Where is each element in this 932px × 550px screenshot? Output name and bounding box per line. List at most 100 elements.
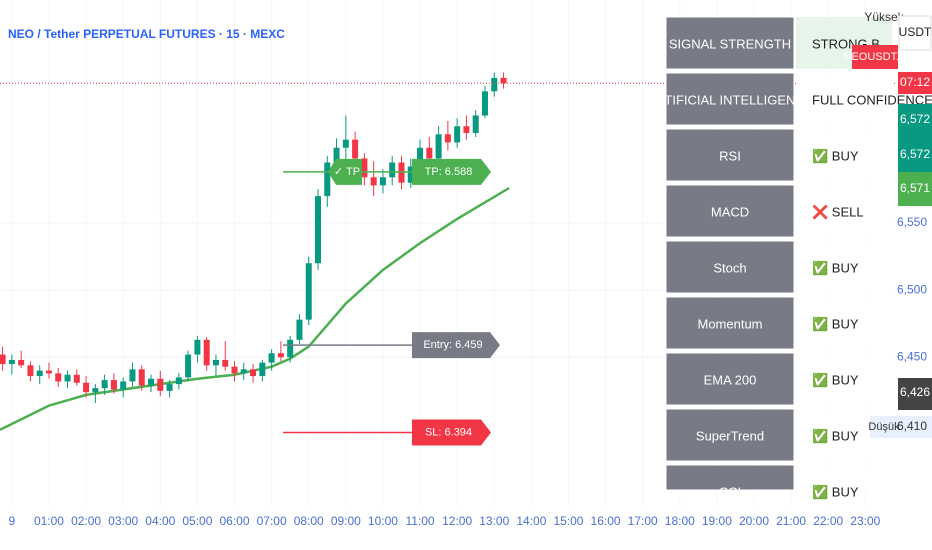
panel-label-cell [665, 240, 795, 294]
x-tick-label: 07:00 [257, 514, 287, 528]
chart-title: NEO / Tether PERPETUAL FUTURES · 15 · ME… [8, 27, 285, 41]
panel-status-cell [796, 465, 892, 490]
panel-label: SuperTrend [696, 428, 764, 443]
candle-body [120, 381, 127, 390]
candle-body [101, 380, 108, 389]
candle-body [64, 374, 71, 382]
level-label: SL: 6.394 [425, 426, 472, 438]
panel-label: Momentum [697, 316, 762, 331]
x-tick-label: 06:00 [219, 514, 249, 528]
tp-badge [328, 158, 362, 185]
x-tick-label: 05:00 [182, 514, 212, 528]
candle-body [389, 162, 396, 178]
panel-label-cell [665, 296, 795, 350]
candle-body [287, 339, 294, 358]
candle-body [231, 366, 238, 374]
candle-body [259, 362, 266, 377]
candle-body [73, 374, 80, 383]
x-tick-label: 20:00 [739, 514, 769, 528]
x-tick-label: 10:00 [368, 514, 398, 528]
candle-body [379, 177, 386, 186]
candle-body [157, 378, 164, 391]
candle-body [277, 353, 284, 358]
low-value: 6,410 [897, 419, 927, 433]
candle-body [203, 339, 210, 366]
x-tick-label: 12:00 [442, 514, 472, 528]
x-tick-label: 22:00 [813, 514, 843, 528]
panel-label-cell [665, 16, 795, 70]
panel-label: MACD [711, 204, 749, 219]
candle-body [407, 166, 414, 183]
countdown: 07:12 [900, 75, 930, 89]
panel-label-cell [665, 128, 795, 182]
candle-body [194, 339, 201, 355]
candle-body [500, 77, 507, 84]
low-label: Düşük [868, 421, 900, 433]
price-badge [898, 172, 932, 206]
x-tick-label: 19:00 [702, 514, 732, 528]
panel-label-cell [665, 184, 795, 238]
panel-status-cell [796, 185, 892, 237]
x-tick-label: 18:00 [665, 514, 695, 528]
candle-body [370, 177, 377, 186]
x-tick-label: 01:00 [34, 514, 64, 528]
panel-label: RSI [719, 148, 741, 163]
candle-body [8, 359, 15, 364]
panel-status-cell [796, 241, 892, 293]
low-box [870, 416, 932, 438]
y-tick-label: 6,450 [897, 349, 927, 363]
x-tick-label: 16:00 [591, 514, 621, 528]
panel-label: SIGNAL STRENGTH [669, 36, 791, 51]
candle-body [491, 77, 498, 92]
panel-status: ✅ BUY [812, 316, 859, 331]
candle-body [27, 365, 34, 377]
candle-body [0, 354, 6, 364]
countdown-badge [898, 72, 932, 94]
price-badge-label: 6,572 [900, 112, 930, 126]
x-tick-label: 15:00 [553, 514, 583, 528]
panel-label: EMA 200 [704, 372, 757, 387]
panel-label-cell [665, 408, 795, 462]
candle-body [83, 382, 90, 393]
x-tick-label: 03:00 [108, 514, 138, 528]
level-label: Entry: 6.459 [423, 339, 482, 351]
tp-badge-label: ✓ TP [334, 166, 360, 178]
x-tick-label: 08:00 [294, 514, 324, 528]
level-label: TP: 6.588 [425, 166, 473, 178]
panel-status: ✅ BUY [812, 372, 859, 387]
candle-body [314, 196, 321, 264]
candle-body [240, 369, 247, 374]
candle-body [129, 369, 136, 382]
level-badge [412, 158, 491, 185]
candle-body [333, 147, 340, 163]
price-badge-label: 6,572 [900, 147, 930, 161]
x-tick-label: 9 [9, 514, 16, 528]
candle-body [426, 147, 433, 159]
panel-label: CCI [719, 484, 741, 499]
x-tick-label: 21:00 [776, 514, 806, 528]
candle-body [36, 370, 43, 377]
candle-body [444, 134, 451, 143]
candle-body [185, 354, 192, 378]
candle-body [268, 353, 275, 363]
currency: USDT [899, 25, 932, 39]
candle-body [212, 359, 219, 366]
candle-body [296, 319, 303, 340]
candle-body [352, 139, 359, 159]
panel-status-cell [796, 73, 892, 125]
panel-status: ✅ BUY [812, 428, 859, 443]
level-badge [412, 419, 491, 446]
price-badge [898, 138, 932, 172]
candle-body [18, 359, 25, 366]
candle-body [342, 139, 349, 148]
candle-body [110, 380, 117, 390]
panel-label: ARTIFICIAL INTELLIGENCE [647, 92, 814, 107]
candle-body [435, 134, 442, 159]
panel-label-cell [665, 352, 795, 406]
candle-body [454, 126, 461, 143]
candle-body [324, 162, 331, 197]
price-badge [898, 104, 932, 138]
candle-body [472, 115, 479, 133]
candle-body [305, 263, 312, 320]
